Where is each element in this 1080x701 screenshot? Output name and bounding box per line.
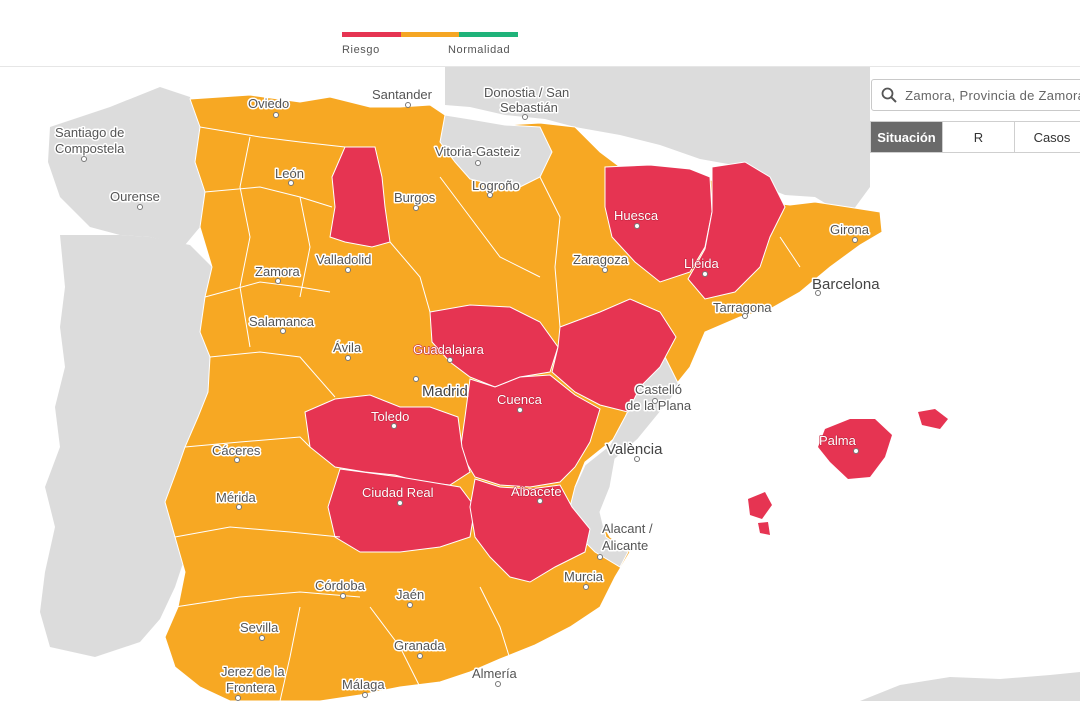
label-alacant: Alacant / [602,521,653,536]
label-zaragoza: Zaragoza [573,252,629,267]
province-borders [174,126,801,701]
region-toledo [304,394,471,486]
label-murcia: Murcia [564,569,604,584]
label-jerez: Jerez de la [221,664,285,679]
label-santander: Santander [372,87,433,102]
legend-bar-normalidad [459,32,518,37]
label-valencia: València [606,441,663,458]
label-caceres: Cáceres [212,443,261,458]
label-huesca: Huesca [614,208,659,223]
region-palencia [329,146,391,248]
region-ibiza [748,492,772,519]
region-teruel [551,298,677,413]
label-santiago: Santiago de [55,125,124,140]
region-menorca [918,409,948,429]
legend-bar-riesgo [342,32,401,37]
label-donostia: Donostia / San [484,85,569,100]
label-cuenca: Cuenca [497,392,543,407]
label-valladolid: Valladolid [316,252,371,267]
search-input[interactable] [905,87,1080,103]
label-palma: Palma [819,433,857,448]
region-valencia [569,351,681,568]
label-alicante: Alicante [602,538,648,553]
label-vitoria: Vitoria-Gasteiz [435,144,520,159]
label-lleida: Lleida [684,256,719,271]
label-castello: Castelló [635,382,682,397]
label-sebastian: Sebastián [500,100,558,115]
label-frontera: Frontera [226,680,276,695]
label-madrid: Madrid [422,383,468,400]
label-jaen: Jaén [396,587,424,602]
label-tarragona: Tarragona [713,300,772,315]
region-pais-vasco [439,114,553,188]
region-formentera [758,522,770,535]
label-guadalajara: Guadalajara [413,342,485,357]
label-malaga: Málaga [342,677,385,692]
region-portugal [40,235,212,657]
label-leon: León [275,166,304,181]
label-barcelona: Barcelona [812,276,880,293]
label-albacete: Albacete [511,484,562,499]
city-labels: Oviedo Santander Donostia / San Sebastiá… [54,84,882,697]
legend-label-riesgo: Riesgo [342,44,380,56]
label-compostela: Compostela [55,141,125,156]
label-girona: Girona [830,222,870,237]
region-huesca [604,164,713,283]
label-oviedo: Oviedo [248,96,289,111]
label-burgos: Burgos [394,190,436,205]
label-ciudadreal: Ciudad Real [362,485,434,500]
region-lleida [687,161,786,300]
label-logrono: Logroño [472,178,520,193]
region-africa [860,672,1080,701]
choropleth-map[interactable]: Oviedo Santander Donostia / San Sebastiá… [0,67,1080,701]
region-galicia [48,87,205,245]
search-icon [872,87,905,103]
label-avila: Ávila [333,340,362,355]
label-almeria: Almería [472,666,518,681]
legend-bar-intermedio [401,32,459,37]
label-cordoba: Córdoba [315,578,366,593]
legend-label-normalidad: Normalidad [448,44,511,56]
legend: Riesgo Normalidad [0,0,1080,67]
label-granada: Granada [394,638,445,653]
label-zamora: Zamora [255,264,301,279]
view-tabs: Situación R Casos [870,121,1080,153]
city-dots [81,102,859,701]
region-guadalajara [429,304,559,388]
label-sevilla: Sevilla [240,620,279,635]
label-salamanca: Salamanca [249,314,315,329]
label-toledo: Toledo [371,409,409,424]
label-merida: Mérida [216,490,257,505]
tab-casos[interactable]: Casos [1033,129,1071,145]
map-canvas[interactable]: Oviedo Santander Donostia / San Sebastiá… [0,67,1080,701]
tab-r[interactable]: R [943,122,1015,152]
search-box[interactable] [871,79,1080,111]
label-laplana: de la Plana [626,398,692,413]
region-albacete [469,478,591,583]
tab-situacion[interactable]: Situación [871,122,943,152]
label-ourense: Ourense [110,189,160,204]
